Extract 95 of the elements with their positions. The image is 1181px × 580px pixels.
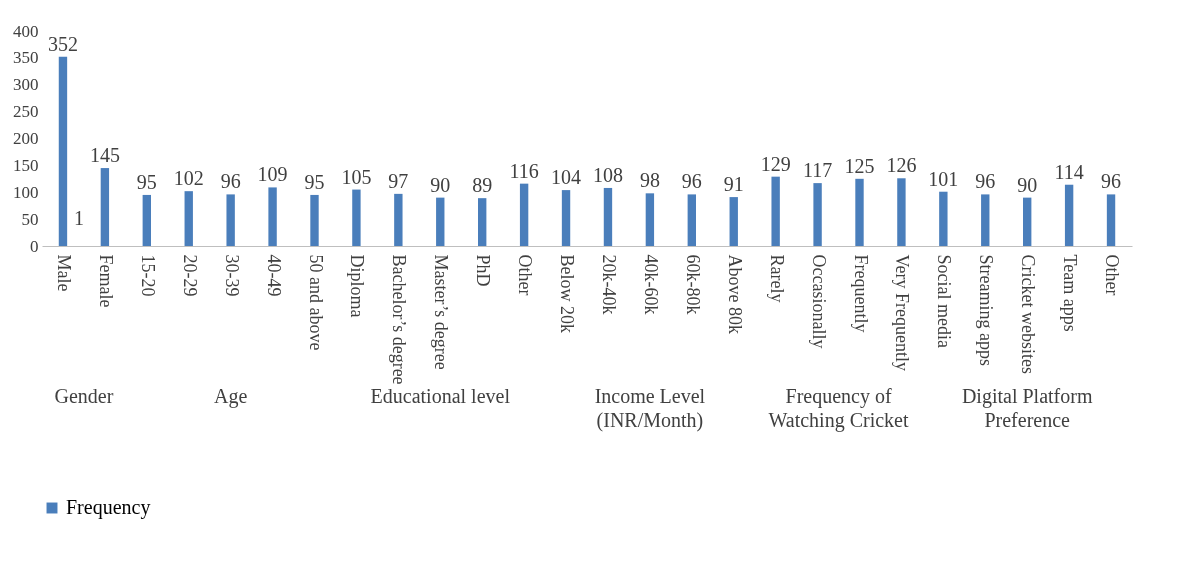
bar bbox=[1106, 194, 1116, 246]
bar bbox=[687, 194, 696, 246]
data-label: 105 bbox=[341, 165, 372, 188]
annotation: 1 bbox=[73, 207, 84, 230]
data-label: 126 bbox=[886, 154, 917, 177]
bar bbox=[352, 189, 361, 246]
x-tick-label: 50 and above bbox=[305, 254, 326, 351]
bar bbox=[310, 194, 319, 246]
bar bbox=[268, 187, 277, 246]
x-tick-label: Streaming apps bbox=[976, 254, 997, 366]
x-tick-label: Very Frequently bbox=[892, 254, 913, 371]
x-tick-label: Above 80k bbox=[724, 254, 745, 334]
data-label: 101 bbox=[928, 167, 959, 190]
data-label: 129 bbox=[760, 152, 791, 175]
x-tick-label: Master’s degree bbox=[431, 254, 452, 370]
data-label: 96 bbox=[975, 170, 996, 193]
text: Income Level (INR/Month) bbox=[594, 385, 706, 432]
x-tick-label: 30-39 bbox=[221, 254, 242, 297]
data-label: 91 bbox=[723, 173, 744, 196]
data-label: 95 bbox=[304, 170, 325, 193]
x-tick-label: Other bbox=[515, 254, 536, 296]
bar bbox=[603, 187, 613, 246]
bar bbox=[729, 197, 738, 246]
x-tick-label: 20-29 bbox=[179, 254, 200, 297]
bar bbox=[813, 183, 822, 246]
x-tick-label: PhD bbox=[473, 254, 494, 287]
text: Gender bbox=[54, 385, 114, 407]
bar bbox=[100, 168, 110, 246]
bar bbox=[897, 178, 906, 246]
text: Frequency of Watching Cricket bbox=[768, 385, 909, 432]
data-label: 95 bbox=[136, 170, 157, 193]
data-label: 108 bbox=[592, 163, 623, 186]
y-tick-label: 200 bbox=[13, 129, 39, 148]
y-tick-label: 300 bbox=[13, 75, 39, 95]
y-tick-label: 150 bbox=[13, 155, 39, 175]
x-tick-label: 15-20 bbox=[137, 254, 158, 297]
data-label: 96 bbox=[1101, 170, 1122, 193]
y-tick-label: 50 bbox=[21, 209, 39, 229]
data-label: 104 bbox=[551, 166, 582, 189]
x-tick-label: Frequently bbox=[850, 254, 871, 333]
data-label: 96 bbox=[220, 170, 241, 193]
x-tick-label: Rarely bbox=[766, 254, 787, 303]
x-tick-label: Bachelor’s degree bbox=[389, 254, 410, 385]
x-tick-label: 40k-60k bbox=[640, 254, 661, 315]
x-tick-label: Occasionally bbox=[808, 254, 829, 349]
data-label: 90 bbox=[430, 173, 451, 196]
bar bbox=[939, 191, 948, 246]
y-tick-label: 250 bbox=[13, 102, 39, 122]
data-label: 116 bbox=[509, 159, 539, 182]
x-tick-label: Female bbox=[95, 254, 116, 308]
data-label: 90 bbox=[1017, 173, 1038, 196]
x-tick-label: Diploma bbox=[347, 254, 368, 318]
x-tick-label: 20k-40k bbox=[598, 254, 619, 315]
data-label: 97 bbox=[388, 169, 409, 192]
bar bbox=[1023, 197, 1032, 246]
text: Educational level bbox=[370, 385, 511, 407]
bar bbox=[561, 190, 571, 246]
data-label: 352 bbox=[47, 32, 78, 55]
x-tick-label: 60k-80k bbox=[682, 254, 703, 315]
bar bbox=[1064, 184, 1074, 246]
bar bbox=[184, 191, 193, 246]
data-label: 102 bbox=[173, 167, 204, 190]
bar bbox=[478, 198, 487, 246]
bar bbox=[519, 183, 529, 246]
bar bbox=[142, 194, 151, 246]
bar bbox=[226, 194, 235, 246]
x-tick-label: Below 20k bbox=[557, 254, 578, 333]
bar bbox=[58, 56, 68, 246]
data-label: 117 bbox=[802, 159, 833, 182]
data-label: 145 bbox=[89, 144, 120, 167]
bar bbox=[436, 197, 445, 246]
data-label: 98 bbox=[639, 169, 660, 192]
data-label: 109 bbox=[257, 163, 288, 186]
x-tick-label: Team apps bbox=[1060, 254, 1081, 332]
data-label: 96 bbox=[681, 170, 702, 193]
y-tick-label: 350 bbox=[13, 48, 39, 68]
x-tick-label: Male bbox=[53, 254, 74, 292]
text: Age bbox=[213, 385, 248, 408]
bar bbox=[771, 176, 780, 246]
bar bbox=[855, 178, 864, 246]
text: Digital Platform Preference bbox=[961, 385, 1093, 431]
y-tick-label: 400 bbox=[13, 21, 39, 41]
x-tick-label: 40-49 bbox=[263, 254, 284, 297]
data-label: 114 bbox=[1054, 160, 1084, 183]
y-tick-label: 100 bbox=[13, 182, 39, 202]
bar bbox=[394, 193, 403, 246]
legend-label: Frequency bbox=[66, 496, 151, 519]
x-tick-label: Other bbox=[1102, 254, 1123, 296]
data-label: 89 bbox=[472, 174, 493, 197]
bar bbox=[645, 193, 655, 246]
data-label: 125 bbox=[844, 154, 875, 177]
x-tick-label: Social media bbox=[934, 254, 955, 348]
bar bbox=[981, 194, 990, 246]
x-tick-label: Cricket websites bbox=[1018, 254, 1039, 374]
y-tick-label: 0 bbox=[30, 236, 39, 256]
